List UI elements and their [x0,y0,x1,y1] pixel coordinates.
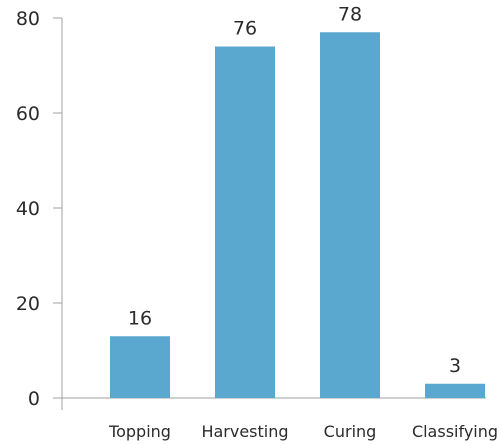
bar-classifying [425,383,485,398]
chart-bars [110,32,485,398]
x-tick-label-classifying: Classifying [412,422,498,441]
x-tick-label-curing: Curing [324,422,377,441]
data-label-harvesting: 76 [233,18,257,40]
data-label-classifying: 3 [449,355,461,377]
bar-topping [110,336,170,398]
data-label-topping: 16 [128,307,152,329]
x-axis-labels: Topping Harvesting Curing Classifying [108,422,498,441]
y-axis-ticks: 0 20 40 60 80 [16,8,62,410]
data-labels: 16 76 78 3 [128,3,461,377]
x-tick-label-harvesting: Harvesting [201,422,288,441]
bar-harvesting [215,46,275,398]
y-tick-label: 40 [16,198,40,220]
x-tick-label-topping: Topping [108,422,171,441]
y-tick-label: 60 [16,103,40,125]
y-tick-label: 0 [28,388,40,410]
bar-curing [320,32,380,398]
y-tick-label: 80 [16,8,40,30]
data-label-curing: 78 [338,3,362,25]
y-tick-label: 20 [16,293,40,315]
